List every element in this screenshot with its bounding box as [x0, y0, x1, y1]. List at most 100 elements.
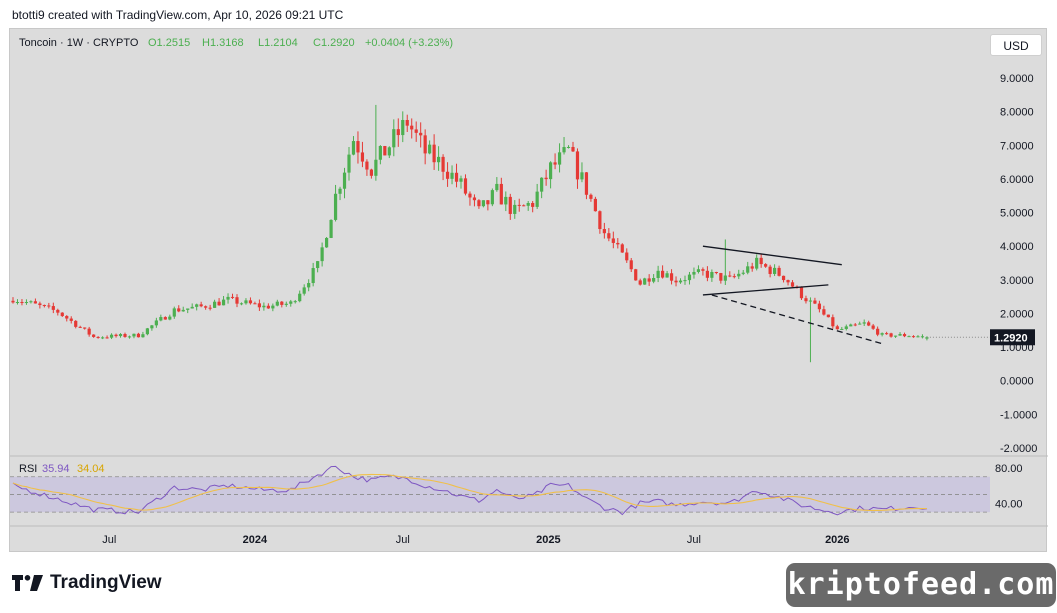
- candle-body: [732, 276, 736, 278]
- candle-body: [342, 172, 347, 189]
- candle-body: [925, 337, 929, 339]
- candle-body: [817, 303, 821, 310]
- candle-body: [526, 202, 530, 206]
- candle-body: [566, 146, 571, 148]
- currency-button[interactable]: USD: [990, 34, 1042, 56]
- candle-body: [674, 280, 678, 283]
- rsi-title: RSI: [19, 463, 37, 475]
- chart-svg[interactable]: 9.0000 8.0000 7.0000 6.0000 5.0000 4.0000 3.00…: [10, 29, 1048, 553]
- candle-body: [759, 257, 763, 265]
- candle-body: [549, 162, 553, 180]
- candle-body: [517, 204, 521, 206]
- candle-body: [902, 334, 907, 337]
- candle-body: [862, 322, 866, 324]
- candles-group: [11, 104, 929, 363]
- candle-body: [280, 301, 284, 305]
- candle-body: [696, 269, 701, 272]
- candle-body: [535, 191, 539, 207]
- candle-body: [531, 202, 535, 207]
- candle-body: [768, 266, 772, 274]
- tradingview-wordmark: TradingView: [50, 572, 162, 593]
- candle-body: [423, 135, 427, 154]
- candle-body: [33, 301, 37, 304]
- candle-body: [920, 336, 925, 338]
- price-axis-label: 6.0000: [1000, 174, 1034, 186]
- candle-body: [204, 306, 208, 308]
- price-axis-label: 3.0000: [1000, 275, 1034, 287]
- kriptofeed-watermark: kriptofeed.com: [786, 563, 1056, 607]
- legend-low: L1.2104: [258, 37, 298, 49]
- candle-body: [159, 317, 163, 321]
- candle-body: [338, 188, 342, 194]
- candle-body: [437, 156, 441, 163]
- last-price-label: 1.2920: [994, 332, 1028, 344]
- candle-body: [374, 159, 378, 176]
- candle-body: [638, 280, 642, 285]
- candle-body: [741, 272, 745, 274]
- candle-body: [808, 300, 813, 302]
- candle-body: [799, 287, 804, 299]
- candle-body: [602, 229, 606, 234]
- price-axis-label: 2.0000: [1000, 308, 1034, 320]
- candle-body: [383, 145, 387, 156]
- candle-body: [746, 266, 750, 273]
- price-axis-label: 0.0000: [1000, 376, 1034, 388]
- candle-body: [764, 264, 768, 267]
- candle-body: [74, 320, 78, 327]
- candle-body: [410, 125, 414, 130]
- candle-body: [495, 183, 499, 191]
- candle-body: [253, 303, 257, 305]
- candle-body: [835, 326, 839, 330]
- candle-body: [540, 177, 544, 192]
- rsi-line: [12, 465, 927, 516]
- candle-body: [678, 280, 683, 283]
- candle-body: [499, 183, 503, 205]
- candle-body: [293, 301, 297, 303]
- candle-body: [275, 301, 279, 306]
- candle-body: [127, 336, 132, 338]
- candle-body: [705, 270, 709, 278]
- candle-body: [867, 322, 871, 326]
- candle-body: [907, 336, 911, 338]
- candle-body: [11, 300, 15, 303]
- candle-body: [65, 316, 69, 319]
- candle-body: [356, 141, 360, 153]
- candle-body: [880, 333, 884, 335]
- candle-body: [262, 305, 266, 308]
- candle-body: [78, 326, 82, 328]
- candle-body: [557, 152, 562, 165]
- candle-body: [163, 317, 167, 320]
- candle-body: [226, 296, 230, 300]
- candle-body: [669, 273, 674, 281]
- price-axis-label: -1.0000: [1000, 409, 1037, 421]
- candle-body: [911, 336, 916, 338]
- candle-body: [616, 242, 620, 245]
- candle-body: [701, 269, 705, 271]
- candle-body: [360, 152, 365, 162]
- candle-body: [15, 302, 20, 304]
- rsi-axis-label: 80.00: [995, 463, 1023, 475]
- candle-body: [781, 275, 786, 281]
- candle-body: [56, 309, 60, 313]
- candle-body: [562, 147, 566, 153]
- candle-body: [450, 172, 454, 179]
- chart-frame[interactable]: 9.0000 8.0000 7.0000 6.0000 5.0000 4.0000 3.00…: [9, 28, 1048, 553]
- candle-body: [544, 177, 548, 180]
- candle-body: [24, 302, 29, 304]
- candle-body: [51, 306, 55, 310]
- price-axis-label: 4.0000: [1000, 241, 1034, 253]
- time-axis-label: 2026: [825, 534, 849, 546]
- candle-body: [853, 324, 857, 326]
- candle-body: [826, 314, 830, 318]
- candle-body: [916, 336, 920, 338]
- time-axis-label: 2025: [536, 534, 560, 546]
- candle-body: [221, 299, 226, 306]
- candle-body: [472, 197, 477, 201]
- candle-body: [871, 325, 875, 329]
- candle-body: [445, 171, 450, 179]
- candle-body: [230, 296, 235, 298]
- candle-body: [459, 178, 463, 182]
- tradingview-logo[interactable]: TradingView: [12, 572, 162, 594]
- candle-body: [750, 266, 754, 269]
- candle-body: [177, 308, 181, 312]
